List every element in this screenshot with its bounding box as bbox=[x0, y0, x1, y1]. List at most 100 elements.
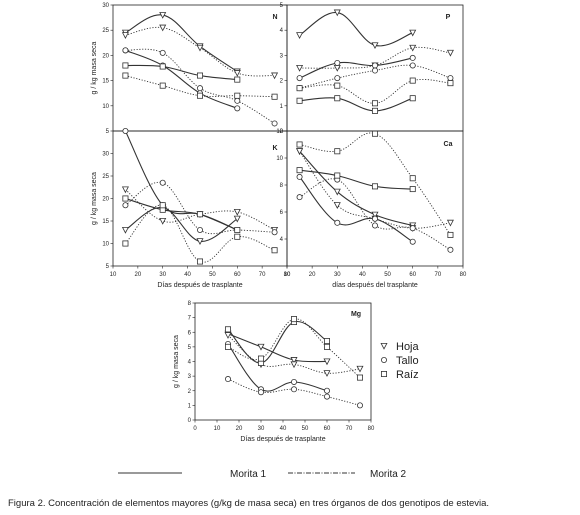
x-tick-label: 70 bbox=[259, 272, 266, 278]
data-point bbox=[446, 49, 454, 57]
data-point bbox=[447, 80, 454, 87]
x-tick-label: 80 bbox=[368, 426, 375, 432]
x-tick-label: 40 bbox=[184, 272, 191, 278]
data-point bbox=[257, 389, 264, 396]
data-point bbox=[334, 219, 341, 226]
data-point bbox=[296, 173, 303, 180]
data-point bbox=[159, 179, 166, 186]
series-ra-z-morita-2 bbox=[296, 77, 454, 107]
x-tick-label: 30 bbox=[258, 426, 265, 432]
x-tick-label: 40 bbox=[359, 272, 366, 278]
panel-p: 0 1 2 3 4 5 P bbox=[280, 3, 464, 135]
y-tick-label: 5 bbox=[106, 264, 110, 270]
data-point bbox=[447, 246, 454, 253]
y-tick-label: 25 bbox=[102, 28, 109, 34]
series-hoja-morita-1 bbox=[296, 9, 417, 50]
x-tick-label: 60 bbox=[234, 272, 241, 278]
series-tallo-morita-1 bbox=[296, 173, 416, 245]
series-tallo-morita-2 bbox=[122, 179, 278, 236]
x-tick-label: 10 bbox=[110, 272, 117, 278]
x-tick-label: 50 bbox=[384, 272, 391, 278]
legend-organ-label: Hoja bbox=[396, 341, 420, 353]
data-point bbox=[290, 361, 298, 369]
data-point bbox=[334, 75, 341, 82]
data-point bbox=[271, 229, 278, 236]
data-point bbox=[356, 365, 364, 373]
data-point bbox=[446, 219, 454, 227]
data-point bbox=[122, 202, 129, 209]
y-tick-label: 8 bbox=[280, 183, 284, 189]
legend-organ-label: Tallo bbox=[396, 355, 419, 367]
series-ra-z-morita-2 bbox=[122, 72, 278, 100]
panel-title: K bbox=[272, 145, 277, 152]
series-line bbox=[125, 64, 238, 81]
y-tick-label: 3 bbox=[188, 374, 192, 380]
legend-organ-label: Raíz bbox=[396, 369, 419, 381]
y-tick-label: 10 bbox=[102, 104, 109, 110]
data-point bbox=[159, 82, 166, 89]
x-tick-label: 20 bbox=[309, 272, 316, 278]
series-line bbox=[299, 150, 413, 227]
y-tick-label: 10 bbox=[102, 242, 109, 248]
y-tick-label: 1 bbox=[280, 104, 284, 110]
x-axis-label: Días después de trasplante bbox=[157, 282, 242, 289]
data-point bbox=[224, 326, 231, 333]
legend-genotype-label: Morita 2 bbox=[370, 469, 407, 480]
series-line bbox=[125, 206, 238, 242]
legend-marker-circle bbox=[380, 356, 387, 363]
series-ra-z-morita-2 bbox=[224, 316, 363, 381]
data-point bbox=[296, 148, 304, 155]
series-line bbox=[125, 26, 275, 77]
x-tick-label: 10 bbox=[284, 272, 291, 278]
data-point bbox=[234, 92, 241, 99]
x-tick-label: 30 bbox=[334, 272, 341, 278]
data-point bbox=[334, 95, 341, 102]
series-tallo-morita-2 bbox=[224, 376, 363, 409]
data-point bbox=[234, 97, 241, 104]
data-point bbox=[371, 130, 378, 137]
series-line bbox=[299, 57, 413, 79]
series-line bbox=[125, 189, 275, 231]
data-point bbox=[323, 370, 331, 377]
series-line bbox=[299, 78, 451, 104]
data-point bbox=[296, 85, 303, 92]
data-point bbox=[409, 54, 416, 61]
data-point bbox=[323, 358, 331, 366]
data-point bbox=[196, 85, 203, 92]
x-tick-label: 20 bbox=[236, 426, 243, 432]
data-point bbox=[159, 202, 166, 209]
data-point bbox=[333, 202, 341, 209]
panel-frame bbox=[194, 302, 372, 421]
panel-title: P bbox=[446, 14, 451, 21]
series-line bbox=[125, 75, 275, 98]
y-tick-label: 15 bbox=[102, 79, 109, 85]
y-tick-label: 5 bbox=[188, 345, 192, 351]
data-point bbox=[334, 148, 341, 155]
data-point bbox=[371, 215, 378, 222]
panel-frame bbox=[112, 130, 288, 267]
x-tick-label: 60 bbox=[409, 272, 416, 278]
y-tick-label: 0 bbox=[188, 418, 192, 424]
data-point bbox=[233, 208, 241, 216]
data-point bbox=[234, 226, 241, 233]
series-hoja-morita-2 bbox=[121, 24, 279, 80]
series-line bbox=[124, 130, 238, 231]
data-point bbox=[159, 49, 166, 56]
y-tick-label: 20 bbox=[102, 197, 109, 203]
series-line bbox=[299, 46, 451, 69]
x-tick-label: 60 bbox=[324, 426, 331, 432]
y-tick-label: 15 bbox=[102, 219, 109, 225]
y-tick-label: 4 bbox=[280, 28, 284, 34]
y-axis-label: g / kg masa seca bbox=[91, 41, 98, 94]
y-tick-label: 1 bbox=[188, 403, 192, 409]
data-point bbox=[233, 215, 241, 223]
y-tick-label: 3 bbox=[280, 53, 284, 59]
data-point bbox=[409, 44, 417, 52]
y-tick-label: 4 bbox=[188, 360, 192, 366]
data-point bbox=[334, 172, 341, 179]
data-point bbox=[159, 12, 167, 19]
data-point bbox=[333, 188, 341, 196]
y-tick-label: 25 bbox=[102, 174, 109, 180]
panel-title: N bbox=[272, 14, 277, 21]
data-point bbox=[409, 225, 416, 232]
